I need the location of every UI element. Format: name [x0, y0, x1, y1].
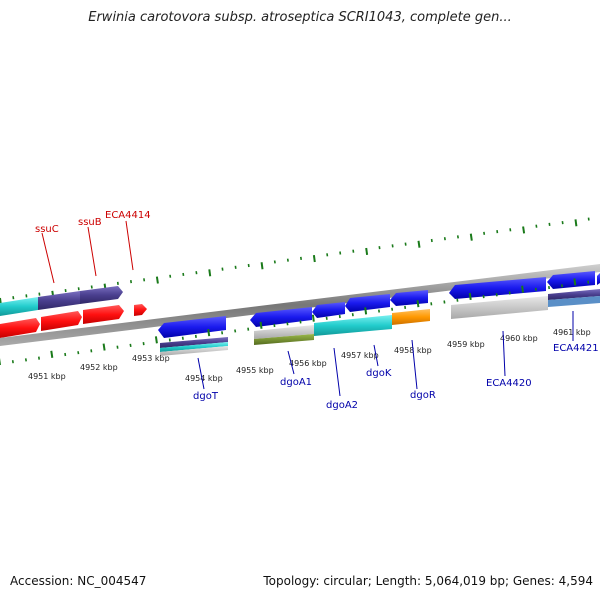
- major-tick: [521, 285, 524, 293]
- major-tick: [154, 336, 158, 344]
- feature-ECA4421-steel[interactable]: [548, 296, 600, 307]
- gene-arrow-dgoA1[interactable]: [250, 307, 312, 327]
- scale-label: 4952 kbp: [80, 363, 118, 372]
- gene-label-ECA4421[interactable]: ECA4421: [553, 343, 599, 354]
- gene-feature-ssuC-purple[interactable]: [38, 291, 80, 310]
- gene-arrow-red-2[interactable]: [41, 311, 82, 331]
- feature-dgoA2-dgoK-cyan[interactable]: [314, 315, 392, 336]
- accession-label: Accession: NC_004547: [10, 574, 147, 588]
- feature-dgoA1-olive[interactable]: [254, 334, 314, 345]
- feature-dgoT-cyan[interactable]: [160, 342, 228, 352]
- inner-tick-track: [0, 278, 590, 365]
- major-tick: [468, 292, 472, 301]
- gene-feature-ssuB-purple[interactable]: [80, 286, 123, 304]
- gene-arrow-dgoK[interactable]: [345, 294, 390, 312]
- map-title: Erwinia carotovora subsp. atroseptica SC…: [88, 10, 512, 25]
- minor-tick: [273, 260, 276, 264]
- major-tick: [365, 247, 369, 256]
- major-tick: [574, 219, 578, 227]
- gene-arrow-ECA4420[interactable]: [449, 277, 546, 299]
- major-tick: [417, 240, 421, 248]
- gene-label-dgoA1[interactable]: dgoA1: [280, 377, 312, 388]
- gene-arrow-dgoT[interactable]: [158, 316, 226, 338]
- minor-tick: [286, 322, 289, 326]
- minor-tick: [24, 358, 27, 362]
- scale-label: 4956 kbp: [289, 359, 327, 368]
- feature-dgoA1-grey[interactable]: [254, 325, 314, 339]
- major-tick: [50, 350, 54, 358]
- scale-label: 4957 kbp: [341, 351, 379, 360]
- major-tick: [573, 278, 577, 286]
- feature-dgoT-purple[interactable]: [160, 337, 228, 348]
- major-tick: [312, 254, 316, 263]
- major-tick: [522, 226, 526, 234]
- gene-label-ECA4420[interactable]: ECA4420: [486, 378, 532, 389]
- scale-label: 4951 kbp: [28, 372, 66, 381]
- gene-label-lines: [41, 220, 574, 397]
- major-tick: [102, 343, 106, 351]
- gene-label-ssuC[interactable]: ssuC: [35, 224, 59, 235]
- feature-ECA4421-purple[interactable]: [548, 289, 600, 300]
- minor-tick: [90, 285, 93, 289]
- major-tick: [207, 328, 211, 337]
- major-tick: [469, 233, 473, 241]
- major-tick: [208, 269, 212, 277]
- gene-arrow-dgoA2[interactable]: [312, 302, 345, 318]
- scale-label: 4953 kbp: [132, 354, 170, 363]
- scale-label: 4959 kbp: [447, 340, 485, 349]
- scale-label: 4961 kbp: [553, 328, 591, 337]
- minor-tick: [77, 351, 80, 355]
- gene-arrow-red-3[interactable]: [83, 305, 124, 324]
- gene-arrow-ECA4421[interactable]: [547, 271, 595, 289]
- major-tick: [260, 262, 264, 270]
- outer-tick-track: [0, 217, 590, 306]
- gene-arrow-red-1[interactable]: [0, 318, 40, 338]
- major-tick: [364, 307, 368, 315]
- major-tick: [259, 321, 263, 329]
- gene-feature-cyan-top[interactable]: [0, 297, 38, 316]
- minor-tick: [181, 336, 184, 340]
- minor-tick: [234, 329, 237, 333]
- scale-label: 4954 kbp: [185, 374, 223, 383]
- reverse-strand-features: [158, 271, 600, 356]
- gene-arrow-next[interactable]: [597, 273, 600, 285]
- gene-label-dgoR[interactable]: dgoR: [410, 390, 436, 401]
- feature-dgoR-orange[interactable]: [392, 309, 430, 325]
- major-tick: [311, 314, 315, 322]
- major-tick: [155, 276, 159, 284]
- genome-backbone: [0, 264, 600, 346]
- gene-label-dgoT[interactable]: dgoT: [193, 391, 219, 402]
- scale-label: 4960 kbp: [500, 334, 538, 343]
- scale-label: 4955 kbp: [236, 366, 274, 375]
- genome-summary: Topology: circular; Length: 5,064,019 bp…: [263, 574, 593, 588]
- gene-label-ECA4414[interactable]: ECA4414: [105, 210, 151, 221]
- minor-tick: [129, 343, 132, 348]
- gene-label-dgoA2[interactable]: dgoA2: [326, 400, 358, 411]
- gene-labels: ssuC ssuB ECA4414 dgoT dgoA1 dgoA2 dgoK …: [35, 210, 599, 411]
- feature-ECA4420-grey[interactable]: [451, 296, 548, 319]
- forward-strand-features: [0, 286, 147, 338]
- gene-label-dgoK[interactable]: dgoK: [366, 368, 392, 379]
- minor-tick: [456, 235, 459, 239]
- feature-dgoT-grey[interactable]: [160, 346, 228, 356]
- gene-arrow-red-4[interactable]: [134, 304, 147, 316]
- major-tick: [416, 300, 420, 308]
- gene-label-ssuB[interactable]: ssuB: [78, 217, 102, 228]
